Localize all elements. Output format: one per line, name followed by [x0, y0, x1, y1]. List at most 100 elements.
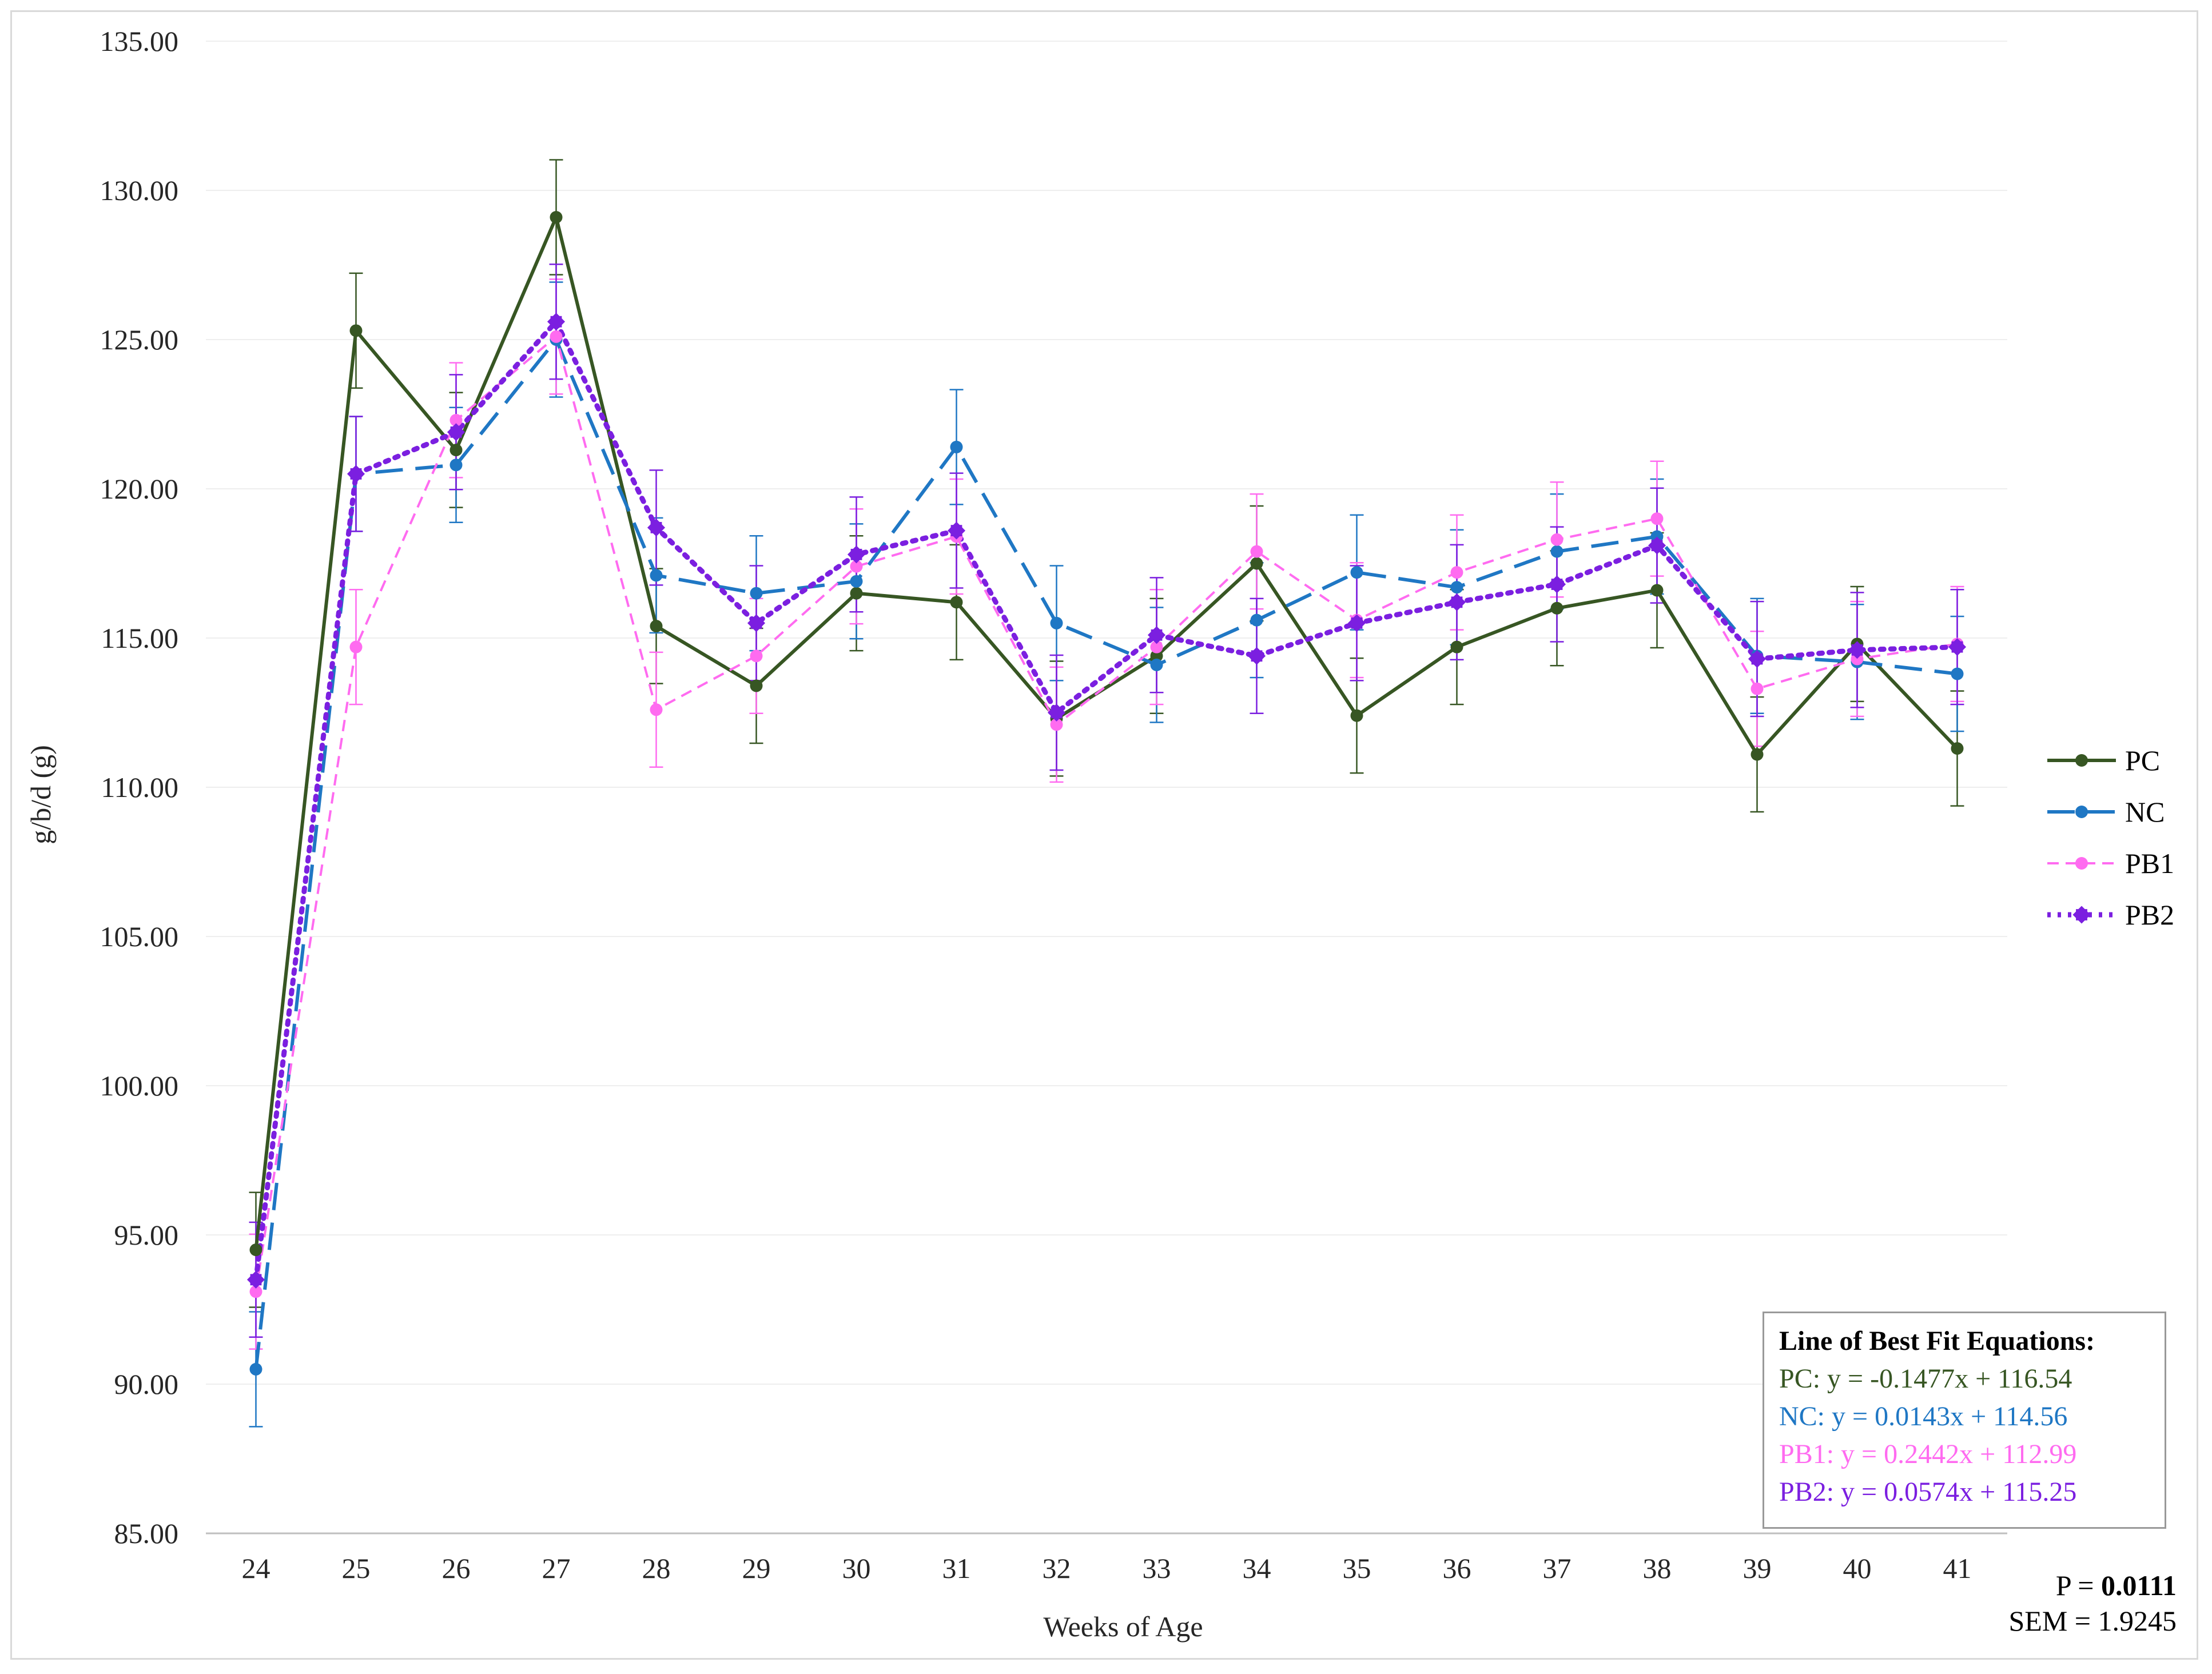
marker-pc: [249, 1243, 262, 1257]
marker-shape: [1151, 629, 1163, 641]
marker-nc: [1050, 616, 1063, 629]
marker-pb2: [1748, 649, 1767, 668]
marker-pb1: [550, 330, 563, 343]
marker-nc: [750, 587, 763, 600]
y-tick-label: 115.00: [101, 622, 178, 654]
marker-pb2: [847, 545, 866, 564]
marker-pc: [750, 679, 763, 692]
equation-pb2: PB2: y = 0.0574x + 115.25: [1779, 1477, 2077, 1507]
marker-pc: [449, 444, 463, 457]
marker-shape: [450, 426, 462, 438]
marker-shape: [850, 548, 862, 560]
legend-item-pc: PC: [2047, 744, 2160, 776]
marker-pc: [550, 210, 563, 224]
statistics: P = 0.0111 SEM = 1.9245: [2008, 1568, 2177, 1639]
legend-item-pb1: PB1: [2047, 847, 2174, 879]
marker-pb2: [1047, 703, 1066, 722]
marker-pc: [1750, 748, 1764, 761]
y-tick-label: 90.00: [114, 1368, 179, 1400]
marker-nc: [650, 569, 663, 582]
series-line-pb1: [254, 335, 1958, 1292]
marker-pb2: [547, 313, 566, 331]
marker-pc: [950, 596, 963, 609]
marker-pb1: [249, 1285, 262, 1298]
legend: PC NC PB1 PB2: [2047, 744, 2174, 931]
y-tick-label: 135.00: [100, 25, 179, 57]
marker-shape: [1551, 579, 1563, 590]
equations-title: Line of Best Fit Equations:: [1779, 1326, 2095, 1356]
x-tick-label: 39: [1743, 1552, 1772, 1584]
legend-label: PC: [2125, 744, 2160, 776]
series-lines: [253, 215, 1960, 1370]
x-axis-ticks: 24 25 26 27 28 29 30 31 32 33 34 35 36 37 38 39 40 41: [242, 1552, 1972, 1584]
p-value: 0.0111: [2101, 1569, 2177, 1601]
legend-item-nc: NC: [2047, 796, 2165, 828]
x-axis-label: Weeks of Age: [1043, 1611, 1203, 1643]
marker-nc: [1650, 530, 1664, 543]
marker-nc: [1150, 658, 1163, 671]
legend-label: NC: [2125, 796, 2165, 828]
marker-pc: [1350, 709, 1363, 722]
marker-nc: [2075, 806, 2088, 818]
marker-shape: [1351, 617, 1363, 629]
legend-label: PB2: [2125, 899, 2174, 931]
y-tick-label: 100.00: [100, 1070, 179, 1102]
marker-pb2: [1347, 614, 1366, 632]
marker-pb1: [449, 413, 463, 427]
best-fit-equations-box: Line of Best Fit Equations: PC: y = -0.1…: [1763, 1312, 2166, 1529]
y-axis-label: g/b/d (g): [25, 745, 57, 844]
marker-pb2: [347, 465, 365, 483]
marker-shape: [550, 316, 562, 328]
marker-pb2: [1948, 638, 1967, 656]
marker-pb2: [246, 1270, 265, 1289]
marker-nc: [1250, 613, 1263, 627]
marker-pb2: [1648, 536, 1666, 555]
y-tick-label: 105.00: [100, 920, 179, 952]
chart-frame: [10, 10, 2198, 1660]
equation-pb1: PB1: y = 0.2442x + 112.99: [1779, 1439, 2077, 1469]
marker-shape: [1751, 653, 1763, 665]
marker-shape: [250, 1274, 262, 1286]
x-tick-label: 33: [1143, 1552, 1171, 1584]
marker-shape: [1851, 644, 1863, 656]
marker-nc: [1350, 566, 1363, 579]
x-tick-label: 29: [742, 1552, 771, 1584]
marker-pb2: [1848, 641, 1867, 659]
marker-shape: [750, 617, 762, 629]
series-line-pc: [254, 215, 1959, 1250]
marker-pc: [1550, 601, 1563, 615]
x-tick-label: 24: [242, 1552, 270, 1584]
marker-pc: [650, 620, 663, 633]
x-tick-label: 25: [342, 1552, 371, 1584]
marker-pb1: [1851, 652, 1864, 665]
error-bars: [249, 159, 1964, 1428]
marker-shape: [1251, 650, 1263, 662]
marker-pc: [2075, 754, 2088, 767]
marker-pb1: [349, 640, 363, 653]
p-label: P =: [2055, 1569, 2102, 1601]
x-tick-label: 41: [1943, 1552, 1972, 1584]
marker-pb1: [1750, 682, 1764, 695]
p-value-line: P = 0.0111: [2008, 1568, 2177, 1603]
marker-pb1: [2075, 857, 2088, 870]
marker-pc: [850, 587, 863, 600]
x-tick-label: 32: [1043, 1552, 1071, 1584]
marker-pb2: [947, 521, 966, 540]
marker-pb1: [1450, 566, 1463, 579]
marker-nc: [249, 1362, 262, 1376]
marker-pc: [1250, 557, 1263, 570]
marker-nc: [850, 575, 863, 588]
marker-nc: [1550, 545, 1563, 558]
marker-shape: [1051, 707, 1063, 719]
marker-shape: [350, 468, 362, 480]
marker-shape: [1451, 596, 1463, 608]
marker-shape: [2076, 909, 2087, 920]
x-tick-label: 28: [642, 1552, 671, 1584]
legend-item-pb2: PB2: [2047, 899, 2174, 931]
series-line-pb2: [253, 319, 1960, 1282]
marker-nc: [1951, 667, 1964, 680]
equation-nc: NC: y = 0.0143x + 114.56: [1779, 1401, 2068, 1432]
sem-value: SEM = 1.9245: [2008, 1605, 2177, 1637]
marker-pb1: [1150, 640, 1163, 653]
y-tick-label: 110.00: [101, 771, 178, 803]
